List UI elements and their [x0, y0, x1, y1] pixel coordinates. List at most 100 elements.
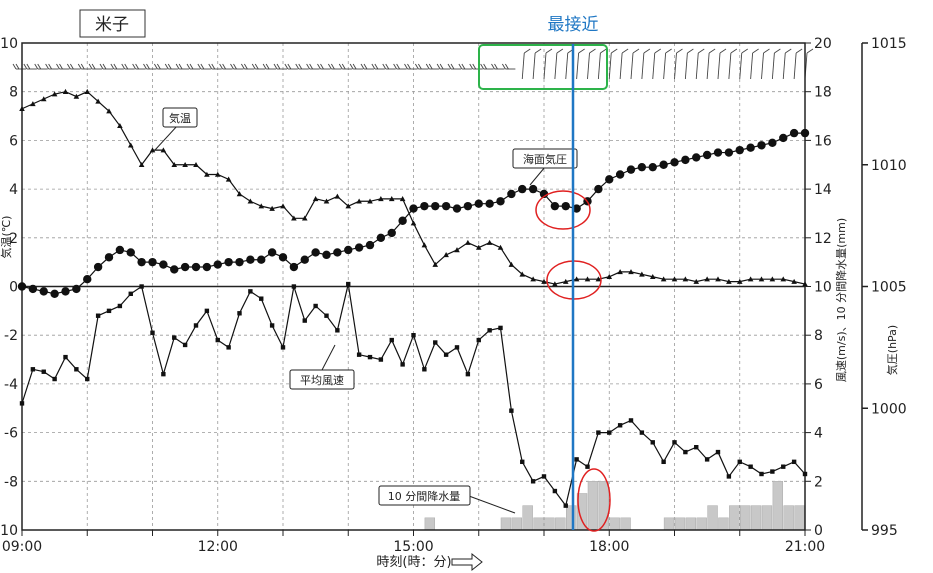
precip-bar: [750, 505, 762, 531]
temperature-point: [726, 278, 732, 284]
y-left-tick-label: -4: [4, 377, 18, 393]
wind-speed-point: [617, 423, 623, 428]
temperature-point: [40, 96, 47, 102]
temperature-point: [541, 278, 547, 284]
wind-barb-icon: [597, 48, 607, 80]
pressure-point: [191, 262, 201, 272]
wind-barb-icon: [750, 48, 759, 80]
temperature-point: [465, 239, 471, 245]
wind-speed-point: [204, 308, 210, 314]
wind-barb-icon: [630, 48, 640, 80]
wind-barb-icon: [23, 63, 37, 70]
wind-barb-icon: [641, 48, 651, 80]
temperature-point: [715, 276, 721, 282]
precip-bar: [729, 505, 740, 531]
wind-speed-point: [335, 328, 340, 333]
pressure-point: [202, 262, 212, 272]
wind-barb-icon: [197, 63, 211, 70]
wind-barb-icon: [543, 48, 553, 80]
temperature-point: [628, 269, 634, 275]
pressure-point: [572, 204, 581, 213]
temperature-point: [138, 161, 145, 167]
wind-speed-point: [770, 469, 775, 474]
wind-speed-point: [30, 367, 36, 372]
temperature-point: [769, 276, 776, 282]
pressure-point: [550, 201, 560, 211]
temperature-point: [117, 122, 123, 129]
wind-speed-point: [367, 354, 373, 360]
wind-barb-icon: [262, 63, 277, 70]
y-left-tick-label: 2: [9, 231, 18, 247]
temperature-point: [149, 147, 156, 153]
wind-barb-icon: [458, 63, 472, 70]
wind-barb-icon: [371, 63, 385, 70]
temperature-point: [552, 281, 558, 287]
wind-speed-point: [63, 354, 68, 360]
precip-bar: [772, 481, 783, 531]
temperature-point: [747, 276, 754, 282]
y-right1-tick-label: 6: [814, 377, 823, 393]
wind-speed-point: [498, 325, 503, 331]
x-axis-arrow-icon: [451, 552, 483, 572]
temperature-point: [214, 171, 221, 177]
precip-bar: [674, 517, 686, 531]
wind-speed-point: [226, 345, 231, 350]
wind-speed-point: [683, 449, 688, 455]
wind-speed-point: [280, 345, 286, 350]
temperature-point: [127, 142, 134, 148]
wind-speed-point: [443, 352, 449, 357]
y-right2-tick-label: 1015: [871, 36, 907, 52]
y-left-tick-label: 6: [9, 133, 18, 149]
pressure-point: [637, 162, 647, 172]
precip-peak-circle: [577, 468, 611, 532]
temperature-point: [791, 278, 797, 284]
wind-speed-point: [465, 371, 471, 377]
pressure-point: [72, 284, 81, 294]
temperature-point: [454, 247, 460, 253]
wind-barb-icon: [728, 48, 738, 80]
precip-bar: [500, 517, 512, 531]
temperature-point: [736, 278, 743, 284]
wind-barb-icon: [587, 48, 596, 80]
wind-barb-icon: [175, 63, 190, 70]
pressure-point: [235, 257, 244, 267]
wind-speed-point: [400, 362, 405, 367]
x-tick-label: 18:00: [589, 539, 629, 555]
pressure-point: [431, 201, 440, 211]
wind-barb-icon: [66, 63, 81, 70]
precip-bar: [663, 517, 675, 531]
temperature-point: [171, 161, 178, 167]
pressure-point: [496, 197, 505, 206]
wind-speed-point: [639, 430, 645, 435]
temperature-point: [280, 203, 286, 209]
wind-speed-point: [150, 330, 155, 335]
pressure-point: [420, 201, 429, 211]
x-tick-label: 21:00: [785, 539, 825, 555]
pressure-point: [528, 184, 538, 194]
station-label: 米子: [95, 15, 129, 35]
temperature-point: [573, 276, 580, 282]
temperature-point: [269, 205, 275, 211]
pressure-point: [148, 257, 157, 267]
pressure-point: [594, 184, 603, 194]
precip-bar: [761, 505, 773, 531]
pressure-point: [104, 253, 114, 262]
temperature-point: [236, 191, 243, 197]
temperature-point: [95, 98, 101, 104]
temperature-point: [584, 276, 591, 282]
wind-speed-point: [596, 430, 601, 435]
y-right1-tick-label: 18: [814, 85, 832, 101]
wind-barb-icon: [349, 63, 364, 70]
temperature-point: [367, 198, 373, 204]
temperature-point: [301, 215, 308, 221]
pressure-point: [441, 201, 451, 211]
pressure-minimum-circle: [535, 190, 591, 230]
wind-speed-point: [106, 308, 112, 314]
wind-barb-icon: [674, 48, 683, 80]
y-right2-title: 気圧(hPa): [885, 325, 899, 375]
y-right2-tick-label: 1010: [871, 158, 907, 174]
wind-barb-icon: [34, 63, 48, 70]
temperature-point: [780, 276, 787, 282]
wind-barb-icon: [99, 63, 113, 70]
pressure-point: [387, 228, 396, 238]
